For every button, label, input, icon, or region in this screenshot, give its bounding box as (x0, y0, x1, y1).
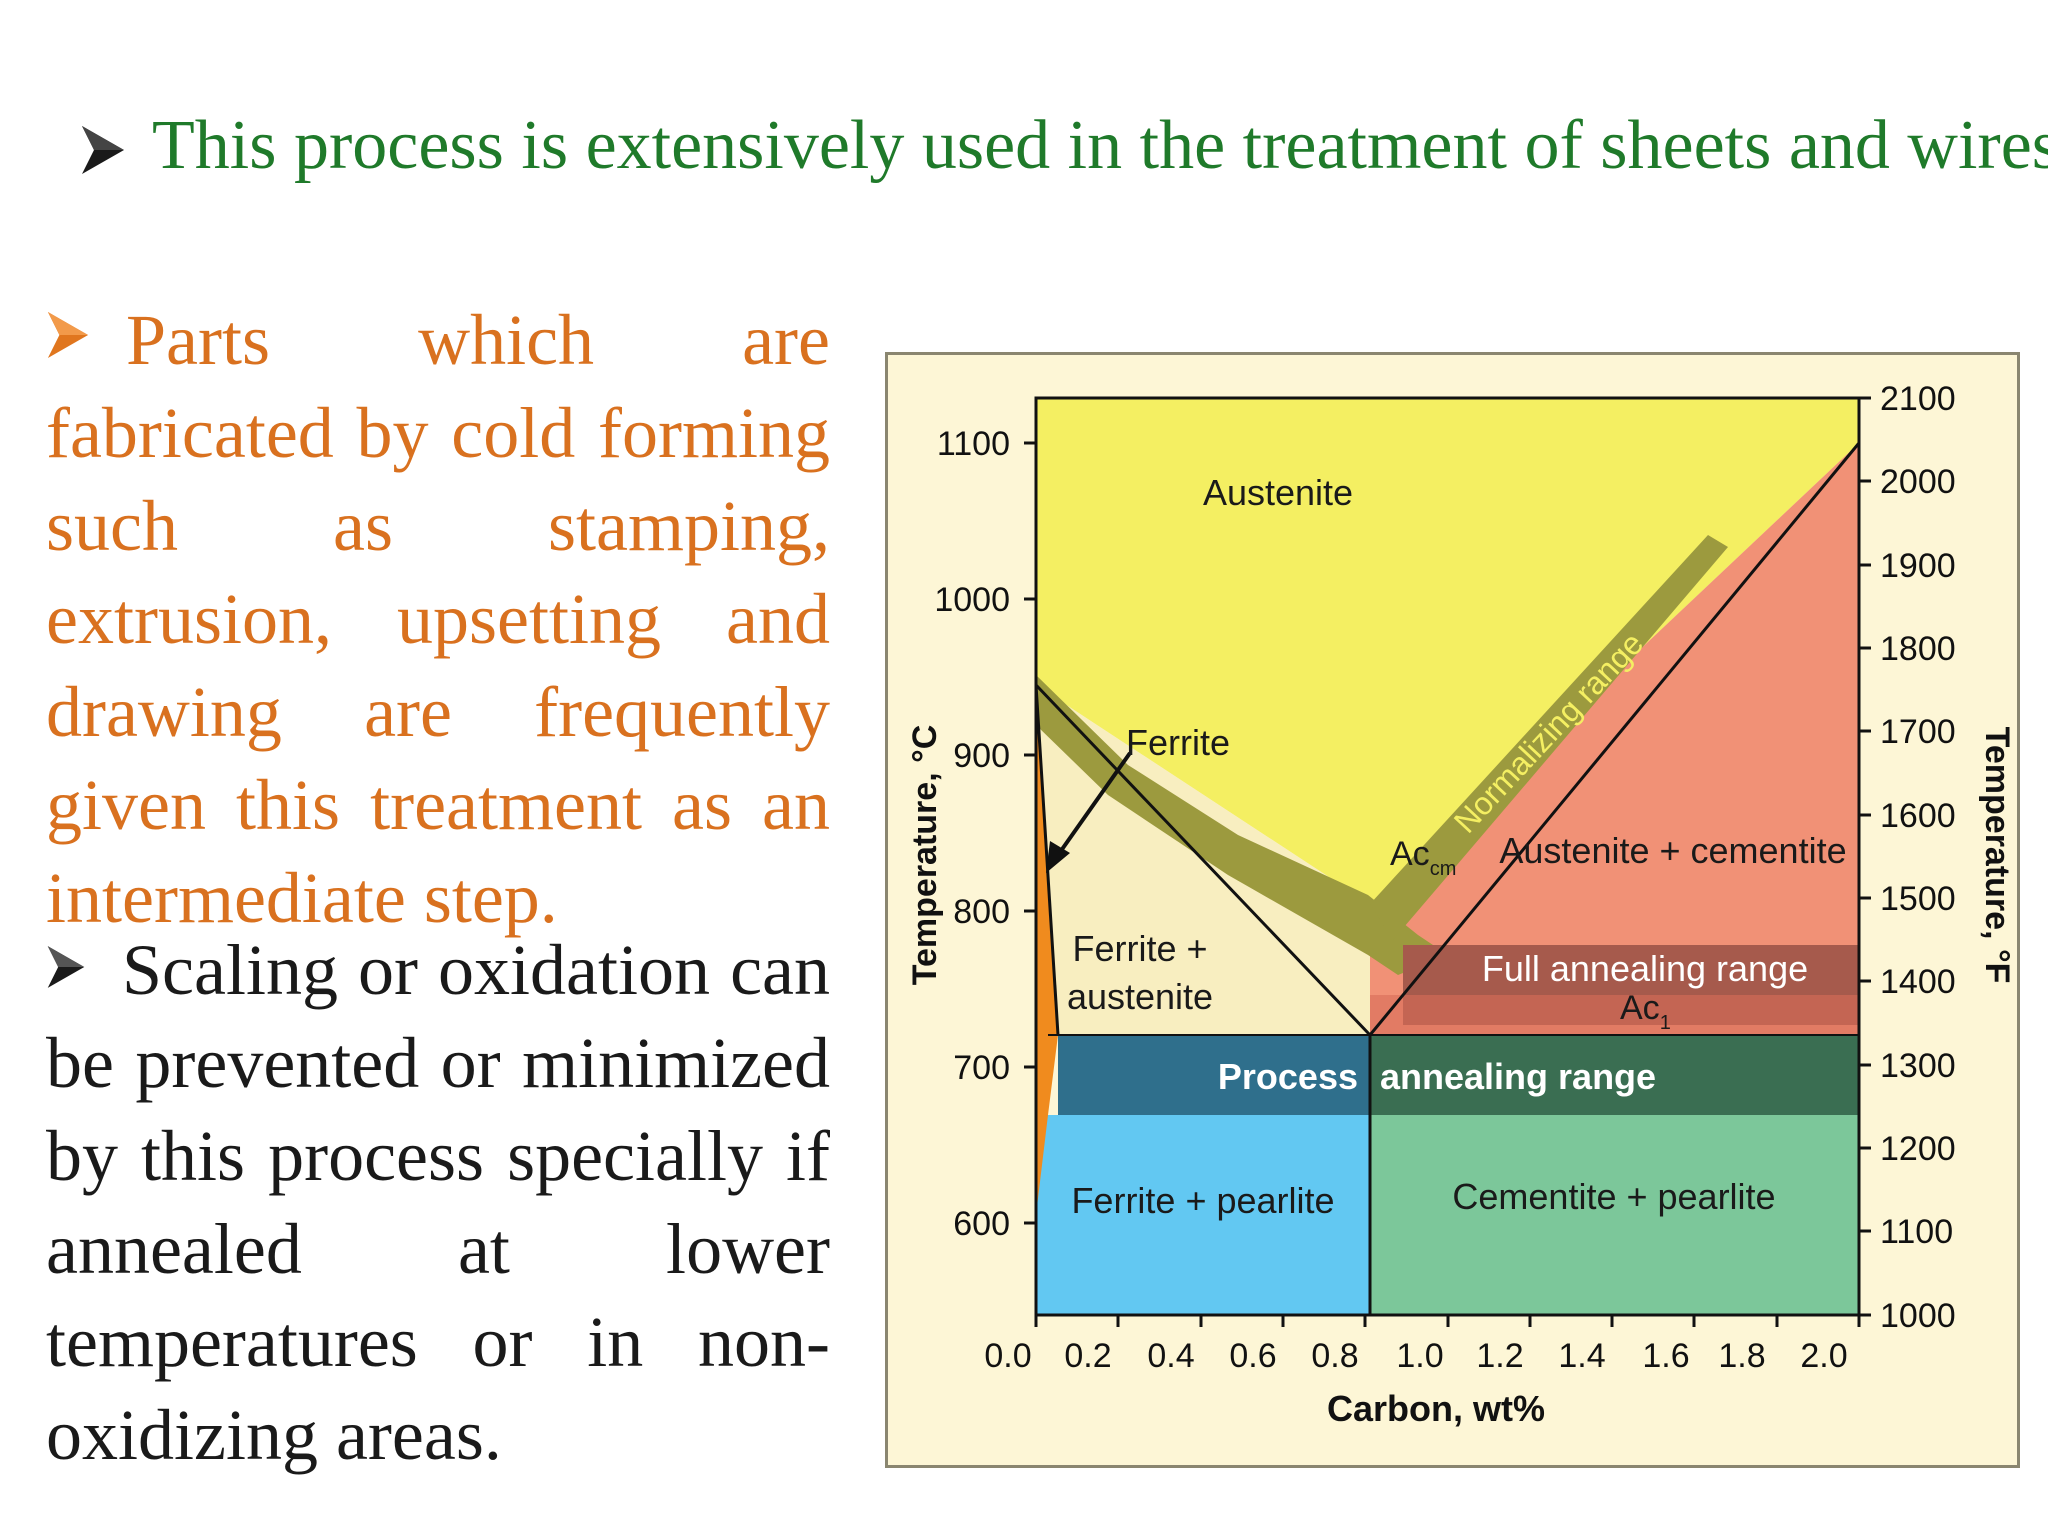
y-right-tick-label: 2100 (1880, 380, 1956, 418)
x-tick-labels: 0.0 0.2 0.4 0.6 0.8 1.0 1.2 1.4 1.6 1.8 … (984, 1337, 1847, 1375)
headline-text: This process is extensively used in the … (152, 107, 2048, 184)
paragraph-cold-forming: Parts which are fabricated by cold formi… (46, 290, 830, 945)
y-right-axis-title: Temperature, °F (1978, 727, 2016, 984)
x-tick-label: 0.4 (1147, 1337, 1194, 1375)
phase-diagram-figure: 1100 1000 900 800 700 600 2100 2000 1900 (885, 352, 2020, 1468)
y-right-tick-label: 1800 (1880, 630, 1956, 668)
x-ticks (1034, 1315, 1861, 1327)
y-right-tick-label: 1100 (1880, 1213, 1953, 1251)
x-axis-title: Carbon, wt% (1327, 1388, 1545, 1429)
y-right-ticks (1859, 396, 1871, 1317)
y-left-ticks (1024, 441, 1036, 1225)
x-tick-label: 1.2 (1476, 1337, 1523, 1375)
ferrite-label: Ferrite (1126, 722, 1230, 763)
cementite-pearlite-label: Cementite + pearlite (1452, 1176, 1775, 1217)
ac1-label: Ac1 (1620, 989, 1671, 1034)
x-tick-label: 1.0 (1396, 1337, 1443, 1375)
ac1-label-main: Ac (1620, 989, 1660, 1027)
ac3-line (1034, 683, 1372, 1037)
ferrite-pearlite-label: Ferrite + pearlite (1071, 1180, 1334, 1221)
ferrite-austenite-label: Ferrite + (1072, 928, 1207, 969)
x-tick-label: 0.8 (1311, 1337, 1358, 1375)
ferrite-pointer-line (1056, 751, 1132, 857)
ferrite-pointer-arrowhead (1046, 841, 1070, 873)
process-annealing-label: Process (1218, 1056, 1358, 1097)
y-right-tick-label: 1900 (1880, 547, 1956, 585)
paragraph-text: Parts which are fabricated by cold formi… (46, 300, 830, 938)
phase-diagram: 1100 1000 900 800 700 600 2100 2000 1900 (906, 380, 2016, 1429)
y-right-tick-label: 2000 (1880, 463, 1956, 501)
x-tick-label: 0.2 (1064, 1337, 1111, 1375)
ferrite-austenite-label: austenite (1067, 976, 1213, 1017)
ferrite-solvus-line (1034, 684, 1060, 1036)
ferrite-pearlite-region (1036, 1115, 1370, 1315)
process-annealing-band-left (1058, 1035, 1370, 1115)
y-right-tick-labels: 2100 2000 1900 1800 1700 1600 1500 1400 … (1880, 380, 1956, 1335)
process-annealing-band-right (1370, 1035, 1859, 1115)
y-right-tick-label: 1700 (1880, 713, 1956, 751)
x-tick-label: 2.0 (1800, 1337, 1847, 1375)
headline: This process is extensively used in the … (80, 98, 2048, 202)
full-annealing-label: Full annealing range (1482, 948, 1808, 989)
x-tick-label: 1.4 (1558, 1337, 1605, 1375)
arrow-bullet-icon (46, 920, 86, 1013)
x-tick-label: 0.6 (1229, 1337, 1276, 1375)
paragraph-scaling: Scaling or oxidation can be prevented or… (46, 920, 830, 1482)
y-right-tick-label: 1000 (1880, 1297, 1956, 1335)
y-right-tick-label: 1200 (1880, 1130, 1956, 1168)
y-left-tick-labels: 1100 1000 900 800 700 600 (934, 425, 1010, 1243)
acm-subscript: cm (1430, 858, 1457, 880)
austenite-cementite-label: Austenite + cementite (1499, 830, 1846, 871)
y-right-tick-label: 1600 (1880, 797, 1956, 835)
ac1-subscript: 1 (1660, 1012, 1671, 1034)
y-left-tick-label: 1000 (934, 581, 1010, 619)
y-left-tick-label: 900 (953, 737, 1010, 775)
acm-label-main: Ac (1390, 835, 1430, 873)
full-annealing-band-lower (1370, 995, 1859, 1035)
y-right-tick-label: 1300 (1880, 1047, 1956, 1085)
ferrite-strip (1036, 685, 1058, 1215)
arrow-bullet-icon (46, 290, 90, 383)
x-tick-label: 0.0 (984, 1337, 1031, 1375)
x-tick-label: 1.6 (1642, 1337, 1689, 1375)
austenite-region (1036, 398, 1859, 904)
acm-label: Accm (1390, 835, 1456, 880)
y-right-tick-label: 1500 (1880, 880, 1956, 918)
cementite-pearlite-region (1370, 1115, 1859, 1315)
ac3-band (1036, 675, 1448, 975)
y-left-tick-label: 700 (953, 1049, 1010, 1087)
process-annealing-label: annealing range (1380, 1056, 1656, 1097)
y-left-tick-label: 800 (953, 893, 1010, 931)
y-right-tick-label: 1400 (1880, 963, 1956, 1001)
y-left-tick-label: 1100 (937, 425, 1010, 463)
x-tick-label: 1.8 (1718, 1337, 1765, 1375)
normalizing-band (1370, 535, 1728, 940)
paragraph-text: Scaling or oxidation can be prevented or… (46, 930, 830, 1475)
arrow-bullet-icon (80, 106, 126, 202)
y-left-axis-title: Temperature, °C (906, 725, 944, 985)
austenite-label: Austenite (1203, 472, 1353, 513)
y-left-tick-label: 600 (953, 1205, 1010, 1243)
acm-line (1368, 442, 1861, 1036)
